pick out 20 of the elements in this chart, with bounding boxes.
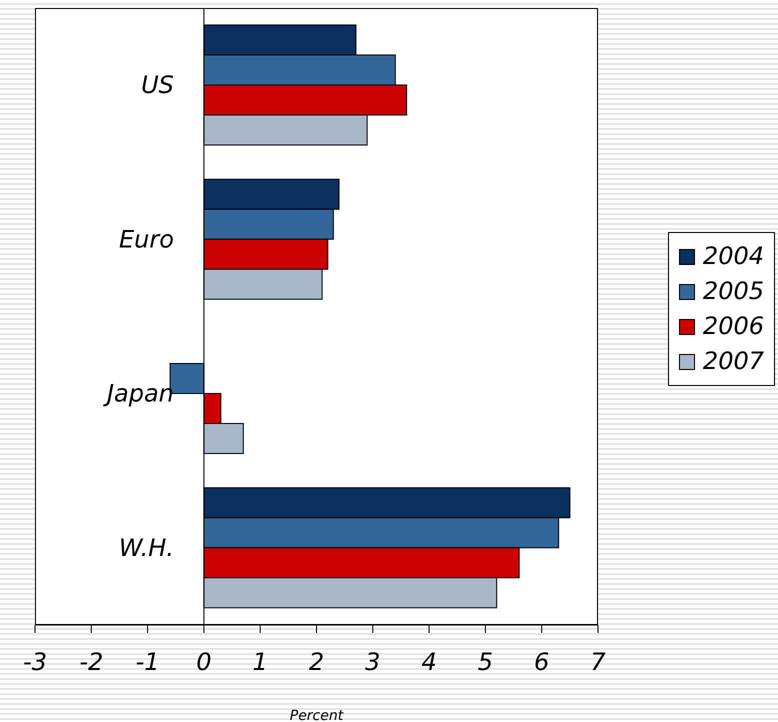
x-tick-label: -2 bbox=[79, 648, 104, 676]
x-tick-label: 3 bbox=[365, 648, 380, 676]
x-tick-label: 6 bbox=[534, 648, 550, 676]
x-tick-label: -1 bbox=[136, 648, 160, 676]
y-tick-label: Japan bbox=[102, 380, 174, 408]
legend-label: 2005 bbox=[702, 276, 764, 307]
x-tick-label: 5 bbox=[478, 648, 494, 676]
x-tick-label: 1 bbox=[252, 648, 268, 676]
x-tick-label: 2 bbox=[308, 648, 324, 676]
legend-label: 2004 bbox=[702, 241, 764, 272]
y-tick-label: W.H. bbox=[118, 534, 174, 562]
y-tick-label: Euro bbox=[118, 225, 174, 254]
legend-label: 2007 bbox=[702, 346, 764, 377]
x-tick-label: 4 bbox=[421, 648, 437, 676]
x-axis-title: Percent bbox=[290, 708, 344, 722]
x-tick-label: -3 bbox=[23, 648, 47, 676]
y-tick-label: US bbox=[141, 71, 174, 100]
x-tick-label: 0 bbox=[196, 648, 212, 676]
legend-label: 2006 bbox=[702, 311, 764, 342]
x-tick-label: 7 bbox=[590, 648, 606, 676]
